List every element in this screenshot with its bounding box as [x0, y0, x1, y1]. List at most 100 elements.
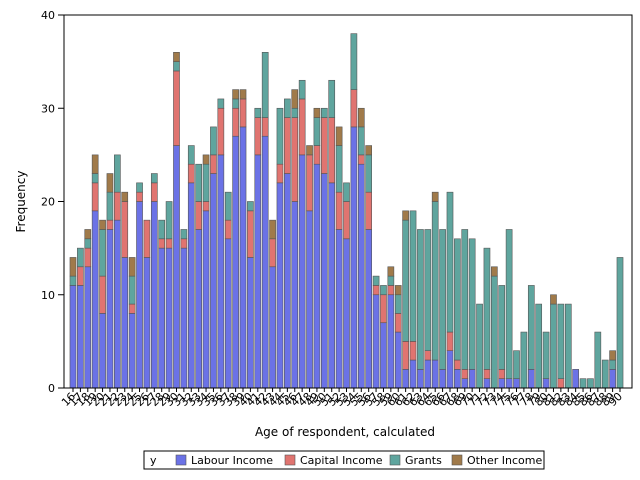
y-axis-title: Frequency: [14, 171, 28, 233]
bar-segment-labour-income-18: [84, 266, 92, 389]
bar-segment-other-income-43: [269, 219, 276, 240]
bar-segment-grants-87: [594, 331, 602, 389]
bar-segment-grants-53: [343, 182, 350, 202]
bar-segment-labour-income-43: [269, 266, 276, 389]
bar-segment-labour-income-44: [276, 182, 284, 389]
bar-segment-grants-64: [424, 229, 432, 351]
bar-segment-labour-income-56: [365, 229, 373, 389]
bar-segment-capital-income-31: [180, 238, 188, 249]
bar-segment-other-income-19: [91, 154, 99, 174]
bar-segment-capital-income-36: [217, 107, 225, 156]
bar-segment-labour-income-58: [380, 322, 387, 389]
bar-segment-capital-income-60: [394, 313, 402, 333]
bar-segment-other-income-73: [491, 266, 498, 277]
legend-swatch-labour-income: [175, 454, 187, 466]
bar-segment-other-income-89: [609, 350, 616, 361]
bar-segment-capital-income-48: [306, 154, 313, 212]
bar-segment-labour-income-22: [114, 219, 121, 389]
bar-segment-labour-income-37: [224, 238, 232, 389]
bar-segment-grants-21: [106, 191, 114, 221]
bar-segment-labour-income-40: [247, 257, 254, 389]
bar-segment-grants-60: [394, 294, 402, 314]
bar-segment-grants-52: [335, 145, 343, 193]
bar-segment-capital-income-59: [387, 285, 395, 296]
bar-segment-labour-income-28: [158, 247, 166, 389]
bar-segment-labour-income-78: [527, 369, 535, 389]
bar-segment-grants-81: [550, 303, 557, 389]
bar-segment-capital-income-64: [424, 350, 432, 361]
bar-segment-other-income-60: [394, 285, 402, 296]
bar-segment-other-income-34: [202, 154, 210, 165]
bar-segment-labour-income-45: [284, 173, 291, 389]
legend-label-labour-income: Labour Income: [191, 454, 273, 467]
bar-segment-labour-income-76: [513, 378, 520, 389]
legend-swatch-capital-income: [284, 454, 296, 466]
bar-segment-labour-income-84: [572, 369, 579, 389]
bar-segment-grants-19: [91, 173, 99, 184]
bar-segment-labour-income-89: [609, 369, 616, 389]
bar-segment-other-income-23: [121, 191, 129, 202]
bar-segment-grants-36: [217, 98, 225, 109]
bar-segment-capital-income-54: [350, 89, 358, 128]
bar-segment-labour-income-72: [483, 378, 491, 389]
bar-segment-grants-30: [173, 61, 180, 72]
bar-segment-labour-income-36: [217, 154, 225, 389]
bar-segment-other-income-38: [232, 89, 239, 100]
bar-segment-grants-76: [513, 350, 520, 379]
bar-segment-other-income-16: [69, 257, 77, 277]
bar-segment-labour-income-59: [387, 294, 395, 389]
bar-segment-labour-income-23: [121, 257, 129, 389]
bar-segment-labour-income-46: [291, 201, 299, 389]
bar-segment-grants-20: [99, 229, 106, 277]
bar-segment-capital-income-44: [276, 163, 284, 184]
bar-segment-capital-income-56: [365, 191, 373, 230]
bar-segment-grants-62: [409, 210, 417, 342]
bar-segment-grants-80: [542, 331, 550, 379]
bar-segment-labour-income-70: [468, 369, 476, 389]
bar-segment-labour-income-33: [195, 229, 202, 389]
bar-segment-grants-61: [402, 219, 409, 342]
bar-segment-grants-78: [527, 285, 535, 370]
bar-segment-grants-55: [357, 126, 365, 156]
bar-segment-capital-income-46: [291, 117, 299, 202]
bar-segment-capital-income-35: [210, 154, 217, 174]
bar-segment-labour-income-17: [77, 285, 84, 389]
legend-title: y: [150, 454, 157, 467]
bar-segment-labour-income-30: [173, 145, 180, 389]
bar-segment-labour-income-35: [210, 173, 217, 389]
bar-segment-other-income-21: [106, 173, 114, 193]
legend-swatch-grants: [389, 454, 401, 466]
bar-segment-capital-income-57: [372, 285, 380, 296]
bar-segment-labour-income-62: [409, 359, 417, 389]
bar-segment-capital-income-51: [328, 117, 336, 184]
bar-segment-capital-income-23: [121, 201, 129, 258]
bar-segment-labour-income-41: [254, 154, 262, 389]
bar-segment-grants-34: [202, 163, 210, 202]
bar-segment-labour-income-74: [498, 378, 506, 389]
bar-segment-capital-income-49: [313, 145, 321, 165]
bar-segment-grants-27: [150, 173, 158, 184]
y-tick-label: 30: [41, 102, 55, 115]
bar-segment-capital-income-40: [247, 210, 254, 258]
bar-segment-capital-income-28: [158, 238, 166, 249]
bar-segment-labour-income-31: [180, 247, 188, 389]
legend-label-capital-income: Capital Income: [300, 454, 383, 467]
bar-segment-grants-89: [609, 359, 616, 370]
bar-segment-grants-65: [431, 201, 439, 361]
bar-segment-other-income-20: [99, 219, 106, 230]
bar-segment-capital-income-17: [77, 266, 84, 286]
bar-segment-grants-77: [520, 331, 528, 389]
bar-segment-other-income-46: [291, 89, 299, 109]
bar-segment-grants-24: [128, 275, 136, 305]
bar-segment-capital-income-62: [409, 341, 417, 361]
bar-segment-labour-income-51: [328, 182, 336, 389]
bar-segment-capital-income-19: [91, 182, 99, 212]
bar-segment-capital-income-82: [557, 378, 565, 389]
bar-segment-labour-income-32: [187, 182, 195, 389]
bar-segment-grants-63: [417, 229, 424, 370]
bar-segment-capital-income-45: [284, 117, 291, 174]
bar-segment-capital-income-27: [150, 182, 158, 202]
bar-segment-capital-income-52: [335, 191, 343, 230]
bar-segment-capital-income-21: [106, 219, 114, 230]
bar-segment-grants-37: [224, 191, 232, 221]
